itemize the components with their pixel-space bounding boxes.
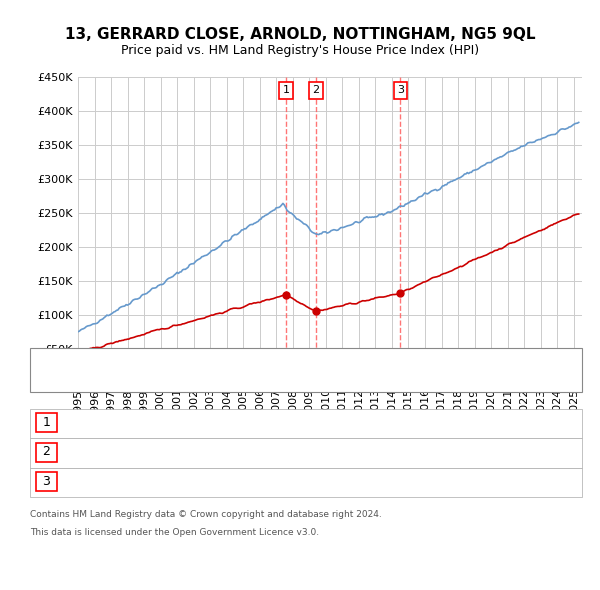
Text: 36% ↓ HPI: 36% ↓ HPI [390, 416, 452, 429]
Text: 29-MAY-2009: 29-MAY-2009 [102, 445, 179, 458]
Text: 27-JUL-2007: 27-JUL-2007 [102, 416, 174, 429]
Text: 3: 3 [43, 475, 50, 488]
Text: 2: 2 [43, 445, 50, 458]
Text: 1: 1 [43, 416, 50, 429]
Text: 13, GERRARD CLOSE, ARNOLD, NOTTINGHAM, NG5 9QL: 13, GERRARD CLOSE, ARNOLD, NOTTINGHAM, N… [65, 27, 535, 41]
Text: 13, GERRARD CLOSE, ARNOLD, NOTTINGHAM, NG5 9QL (detached house): 13, GERRARD CLOSE, ARNOLD, NOTTINGHAM, N… [69, 356, 453, 365]
Text: —: — [45, 373, 62, 392]
Text: 2: 2 [313, 86, 320, 96]
Text: HPI: Average price, detached house, Gedling: HPI: Average price, detached house, Gedl… [69, 378, 302, 388]
Text: £132,500: £132,500 [270, 475, 326, 488]
Text: 04-JUL-2014: 04-JUL-2014 [102, 475, 174, 488]
Text: 40% ↓ HPI: 40% ↓ HPI [390, 445, 452, 458]
Point [395, 289, 405, 298]
Point [311, 307, 321, 316]
Text: —: — [45, 352, 62, 369]
Text: £106,000: £106,000 [270, 445, 326, 458]
Text: This data is licensed under the Open Government Licence v3.0.: This data is licensed under the Open Gov… [30, 528, 319, 537]
Text: 3: 3 [397, 86, 404, 96]
Text: Price paid vs. HM Land Registry's House Price Index (HPI): Price paid vs. HM Land Registry's House … [121, 44, 479, 57]
Text: 33% ↓ HPI: 33% ↓ HPI [390, 475, 452, 488]
Text: Contains HM Land Registry data © Crown copyright and database right 2024.: Contains HM Land Registry data © Crown c… [30, 510, 382, 519]
Text: 1: 1 [283, 86, 289, 96]
Point [281, 290, 290, 299]
Text: £130,500: £130,500 [270, 416, 326, 429]
